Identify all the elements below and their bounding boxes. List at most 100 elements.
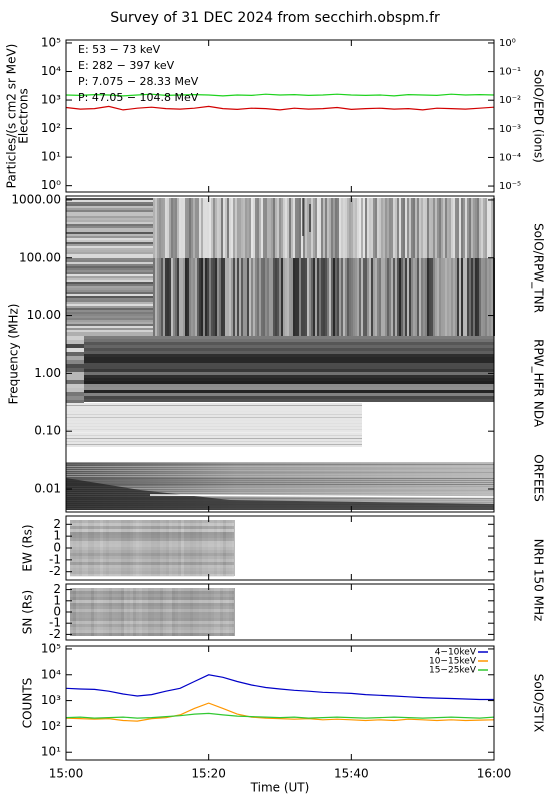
spectrogram-pixel [199, 198, 201, 258]
spectrogram-pixel [271, 258, 273, 336]
spectrogram-pixel [261, 258, 263, 336]
y-tick-label: -2 [49, 627, 61, 641]
spectrogram-pixel [415, 258, 417, 336]
spectrogram-pixel [357, 258, 359, 336]
spectrogram-pixel [293, 258, 295, 336]
spectrogram-pixel [329, 258, 331, 336]
spectrogram-pixel [205, 258, 207, 336]
spectrogram-pixel [443, 258, 445, 336]
spectrogram-pixel [84, 363, 494, 366]
radio-image [70, 562, 234, 565]
side-label: SolO/STIX [532, 674, 546, 733]
spectrogram-pixel [66, 494, 494, 495]
spectrogram-pixel [84, 390, 494, 393]
spectrogram-pixel [66, 316, 153, 318]
spectrogram-pixel [66, 276, 153, 278]
spectrogram-pixel [66, 441, 362, 442]
spectrogram-pixel [251, 198, 253, 258]
spectrogram-pixel [395, 198, 397, 258]
spectrogram-pixel [433, 198, 435, 258]
y-axis-label: SN (Rs) [21, 590, 35, 634]
spectrogram-pixel [213, 258, 215, 336]
spectrogram-pixel [66, 300, 153, 302]
spectrogram-pixel [253, 258, 255, 336]
spectrogram-pixel [197, 258, 199, 336]
spectrogram-pixel [217, 198, 219, 258]
spectrogram-pixel [66, 411, 362, 412]
y-tick-label: 0.10 [34, 424, 61, 438]
spectrogram-pixel [84, 399, 494, 402]
spectrogram-pixel [66, 278, 153, 280]
spectrogram-pixel [435, 198, 437, 258]
spectrogram-pixel [335, 258, 337, 336]
spectrogram-pixel [66, 232, 153, 234]
spectrogram-pixel [66, 200, 153, 202]
spectrogram-pixel [337, 198, 339, 258]
spectrogram-pixel [441, 258, 443, 336]
spectrogram-pixel [251, 258, 253, 336]
spectrogram-pixel [373, 258, 375, 336]
spectrogram-pixel [66, 314, 153, 316]
spectrogram-pixel [423, 198, 425, 258]
spectrogram-pixel [84, 381, 494, 384]
spectrogram-pixel [241, 258, 243, 336]
radio-image [70, 594, 234, 597]
spectrogram-pixel [187, 258, 189, 336]
spectrogram-pixel [413, 258, 415, 336]
spectrogram-pixel [441, 198, 443, 258]
spectrogram-pixel [169, 198, 171, 258]
spectrogram-pixel [66, 254, 153, 256]
spectrogram-pixel [66, 388, 84, 392]
spectrogram-pixel [423, 258, 425, 336]
spectrogram-pixel [427, 258, 429, 336]
spectrogram-pixel [287, 258, 289, 336]
spectrogram-pixel [285, 258, 287, 336]
y-tick-label: 10¹ [41, 150, 61, 164]
legend-label: P: 7.075 − 28.33 MeV [78, 75, 199, 88]
spectrogram-pixel [351, 198, 353, 258]
spectrogram-pixel [377, 198, 379, 258]
spectrogram-pixel [463, 258, 465, 336]
spectrogram-pixel [279, 258, 281, 336]
spectrogram-pixel [66, 364, 84, 368]
spectrogram-pixel [291, 258, 293, 336]
spectrogram-pixel [185, 198, 187, 258]
spectrogram-pixel [177, 198, 179, 258]
spectrogram-pixel [449, 258, 451, 336]
spectrogram-pixel [421, 198, 423, 258]
spectrogram-pixel [165, 198, 167, 258]
radio-image [70, 630, 234, 633]
spectrogram-pixel [431, 198, 433, 258]
spectrogram-pixel [339, 198, 341, 258]
spectrogram-pixel [181, 198, 183, 258]
spectrogram-pixel [155, 258, 157, 336]
spectrogram-pixel [66, 492, 494, 493]
spectrogram-pixel [66, 348, 84, 352]
spectrogram-pixel [66, 292, 153, 294]
spectrogram-pixel [489, 258, 491, 336]
spectrogram-pixel [413, 198, 415, 258]
spectrogram-pixel [459, 198, 461, 258]
spectrogram-pixel [277, 198, 279, 258]
spectrogram-pixel [271, 198, 273, 258]
spectrogram-pixel [381, 198, 383, 258]
spectrogram-pixel [66, 240, 153, 242]
spectrogram-pixel [323, 258, 325, 336]
spectrogram-pixel [309, 258, 311, 336]
spectrogram-pixel [265, 258, 267, 336]
spectrogram-pixel [66, 488, 494, 489]
spectrogram-pixel [66, 408, 362, 409]
legend-label: P: 47.05 − 104.8 MeV [78, 91, 199, 104]
spectrogram-pixel [303, 198, 305, 258]
spectrogram-pixel [245, 198, 247, 258]
spectrogram-pixel [66, 332, 153, 334]
spectrogram-pixel [345, 198, 347, 258]
spectrogram-pixel [66, 264, 153, 266]
spectrogram-pixel [84, 345, 494, 348]
spectrogram-pixel [201, 198, 203, 258]
radio-image [70, 544, 234, 547]
spectrogram-pixel [457, 198, 459, 258]
spectrogram-pixel [66, 318, 153, 320]
spectrogram-pixel [66, 274, 153, 276]
spectrogram-pixel [84, 366, 494, 369]
